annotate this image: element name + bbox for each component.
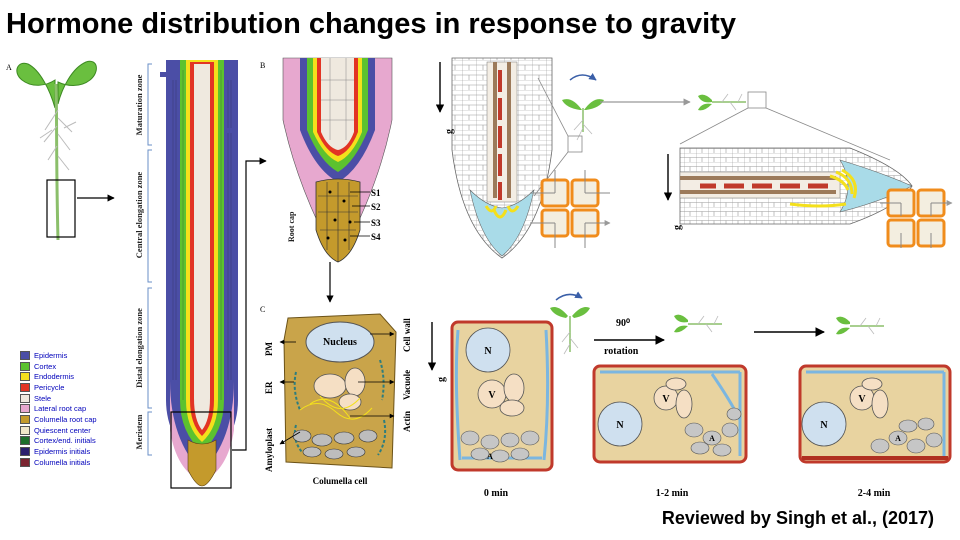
vertical-root-auxin — [435, 57, 691, 259]
label-vacuole: Vacuole — [402, 370, 412, 400]
zone-maturation: Maturation zone — [134, 74, 144, 135]
legend-item: Columella initials — [20, 457, 138, 468]
legend-item: Columella root cap — [20, 414, 138, 425]
root-tip-panel-b — [282, 57, 393, 303]
slide-title: Hormone distribution changes in response… — [6, 8, 736, 40]
stage1-vacuole-label: V — [662, 394, 670, 405]
legend-item: Epidermis — [20, 350, 138, 361]
label-actin: Actin — [402, 411, 412, 432]
zone-meristem: Meristem — [134, 415, 144, 450]
seedling-illustration — [16, 60, 115, 241]
stage-cell-0min — [450, 320, 554, 472]
legend-label: Cortex — [34, 361, 57, 371]
panel-label-c: C — [260, 305, 265, 314]
stage2-amyloplast-label: A — [895, 434, 901, 443]
legend-swatch — [20, 361, 30, 371]
legend-item: Endodermis — [20, 371, 138, 382]
root-cap-label: Root cap — [287, 211, 296, 242]
stage2-nucleus-label: N — [820, 420, 828, 431]
legend-swatch — [20, 457, 30, 467]
stage-cell-1-2min — [592, 364, 748, 464]
legend-label: Quiescent center — [34, 425, 91, 435]
legend-swatch — [20, 393, 30, 403]
citation: Reviewed by Singh et al., (2017) — [661, 508, 934, 528]
legend-label: Lateral root cap — [34, 404, 87, 414]
stage0-time: 0 min — [484, 488, 509, 499]
stage2-time: 2-4 min — [858, 488, 891, 499]
columella-cell-caption: Columella cell — [313, 476, 368, 486]
stage0-nucleus-label: N — [484, 346, 492, 357]
zone-distal-elongation: Distal elongation zone — [134, 308, 144, 388]
label-amyloplast: Amyloplast — [264, 428, 274, 472]
legend-label: Endodermis — [34, 372, 75, 382]
legend-swatch — [20, 350, 30, 360]
legend-label: Cortex/end. initials — [34, 436, 96, 446]
label-cell-wall: Cell wall — [402, 318, 412, 352]
tier-s4: S4 — [371, 232, 381, 242]
stage1-amyloplast-label: A — [709, 434, 715, 443]
legend-item: Pericycle — [20, 382, 138, 393]
legend-label: Epidermis initials — [34, 447, 91, 457]
horizontal-root-auxin — [663, 91, 952, 248]
legend-label: Epidermis — [34, 350, 68, 360]
zone-central-elongation: Central elongation zone — [134, 172, 144, 259]
legend-item: Cortex — [20, 361, 138, 372]
tissue-legend: Epidermis Cortex Endodermis Pericycle St… — [20, 350, 138, 468]
rotation-sequence — [427, 291, 884, 371]
legend-item: Stele — [20, 393, 138, 404]
stage1-time: 1-2 min — [656, 488, 689, 499]
label-pm: PM — [264, 342, 274, 356]
label-er: ER — [264, 381, 274, 394]
gravity-label-horizontal: g — [672, 225, 683, 230]
legend-item: Quiescent center — [20, 425, 138, 436]
tier-s3: S3 — [371, 218, 381, 228]
legend-swatch — [20, 404, 30, 414]
legend-label: Columella root cap — [34, 414, 97, 424]
tier-s2: S2 — [371, 202, 381, 212]
legend-label: Columella initials — [34, 457, 91, 467]
legend-swatch — [20, 447, 30, 457]
root-longitudinal-section — [160, 60, 267, 489]
legend-label: Pericycle — [34, 382, 65, 392]
legend-item: Epidermis initials — [20, 446, 138, 457]
gravity-label-vertical: g — [444, 129, 455, 134]
panel-label-b: B — [260, 61, 265, 70]
legend-swatch — [20, 425, 30, 435]
rotation-label: rotation — [604, 346, 639, 357]
tier-s1: S1 — [371, 188, 381, 198]
rotation-angle: 90⁰ — [616, 318, 630, 329]
legend-label: Stele — [34, 393, 52, 403]
gravity-label-sequence: g — [436, 377, 447, 382]
panel-label-a: A — [6, 63, 12, 72]
legend-swatch — [20, 436, 30, 446]
legend-swatch — [20, 372, 30, 382]
stage2-vacuole-label: V — [858, 394, 866, 405]
legend-item: Cortex/end. initials — [20, 436, 138, 447]
stage0-amyloplast-label: A — [487, 452, 493, 461]
legend-swatch — [20, 382, 30, 392]
stage0-vacuole-label: V — [488, 390, 496, 401]
legend-swatch — [20, 414, 30, 424]
stage1-nucleus-label: N — [616, 420, 624, 431]
legend-item: Lateral root cap — [20, 403, 138, 414]
columella-cell-panel-c — [279, 313, 397, 469]
label-nucleus: Nucleus — [323, 337, 357, 348]
zone-brackets — [147, 63, 152, 456]
stage-cell-2-4min — [798, 364, 952, 464]
